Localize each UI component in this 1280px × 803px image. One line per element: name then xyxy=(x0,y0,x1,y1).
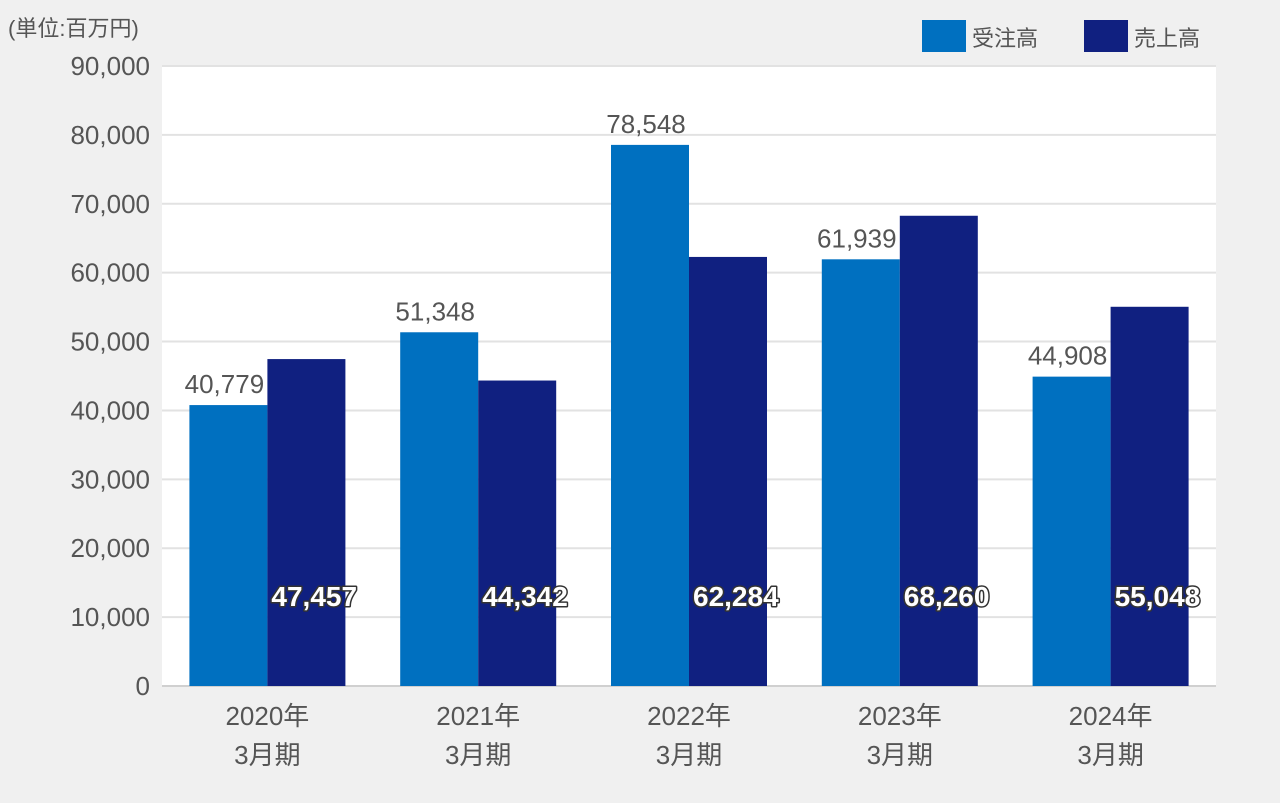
legend-label-sales: 売上高 xyxy=(1134,26,1200,51)
y-tick-label: 20,000 xyxy=(70,533,150,563)
data-label-orders: 44,908 xyxy=(1028,341,1108,371)
legend-swatch-sales xyxy=(1084,20,1128,52)
data-labels: 40,779 47,457 51,348 44,342 78,548 62,284 61,9… xyxy=(185,109,1202,614)
y-tick-label: 10,000 xyxy=(70,602,150,632)
x-tick-label-year: 2020年 xyxy=(225,701,309,731)
data-label-sales: 44,342 xyxy=(482,581,568,612)
data-label-orders: 78,548 xyxy=(606,109,686,139)
y-tick-label: 0 xyxy=(136,671,150,701)
data-label-sales: 68,260 xyxy=(904,581,990,612)
legend-swatch-orders xyxy=(922,20,966,52)
data-label-orders: 51,348 xyxy=(395,296,475,326)
x-tick-label-period: 3月期 xyxy=(1077,740,1143,770)
x-tick-label-year: 2022年 xyxy=(647,701,731,731)
bar-orders xyxy=(611,144,689,687)
bar-sales xyxy=(267,359,346,686)
bar-sales xyxy=(899,215,978,686)
data-label-orders: 40,779 xyxy=(185,369,265,399)
bars xyxy=(189,144,1189,687)
y-tick-label: 40,000 xyxy=(70,395,150,425)
legend-label-orders: 受注高 xyxy=(972,26,1038,51)
x-tick-label-period: 3月期 xyxy=(656,740,722,770)
bar-orders xyxy=(821,259,900,686)
y-tick-label: 70,000 xyxy=(70,189,150,219)
unit-label: (単位:百万円) xyxy=(8,16,139,41)
data-label-sales: 62,284 xyxy=(693,581,779,612)
x-tick-label-period: 3月期 xyxy=(445,740,511,770)
x-tick-label-period: 3月期 xyxy=(234,740,300,770)
legend: 受注高 売上高 xyxy=(922,20,1200,52)
bar-sales xyxy=(478,380,557,686)
x-axis: 2020年 3月期 2021年 3月期 2022年 3月期 2023年 3月期 2024年 3月期 xyxy=(225,701,1152,770)
y-tick-label: 80,000 xyxy=(70,120,150,150)
y-tick-label: 30,000 xyxy=(70,464,150,494)
x-tick-label-year: 2021年 xyxy=(436,701,520,731)
x-tick-label-year: 2024年 xyxy=(1069,701,1153,731)
data-label-sales: 47,457 xyxy=(271,581,357,612)
x-tick-label-year: 2023年 xyxy=(858,701,942,731)
y-tick-label: 60,000 xyxy=(70,258,150,288)
bar-sales xyxy=(1110,306,1189,686)
y-tick-label: 50,000 xyxy=(70,327,150,357)
y-tick-label: 90,000 xyxy=(70,51,150,81)
x-tick-label-period: 3月期 xyxy=(867,740,933,770)
bar-orders xyxy=(1032,376,1111,686)
data-label-orders: 61,939 xyxy=(817,223,897,253)
bar-sales xyxy=(689,256,767,686)
data-label-sales: 55,048 xyxy=(1115,581,1201,612)
bar-orders xyxy=(189,405,268,686)
bar-orders xyxy=(400,332,479,686)
